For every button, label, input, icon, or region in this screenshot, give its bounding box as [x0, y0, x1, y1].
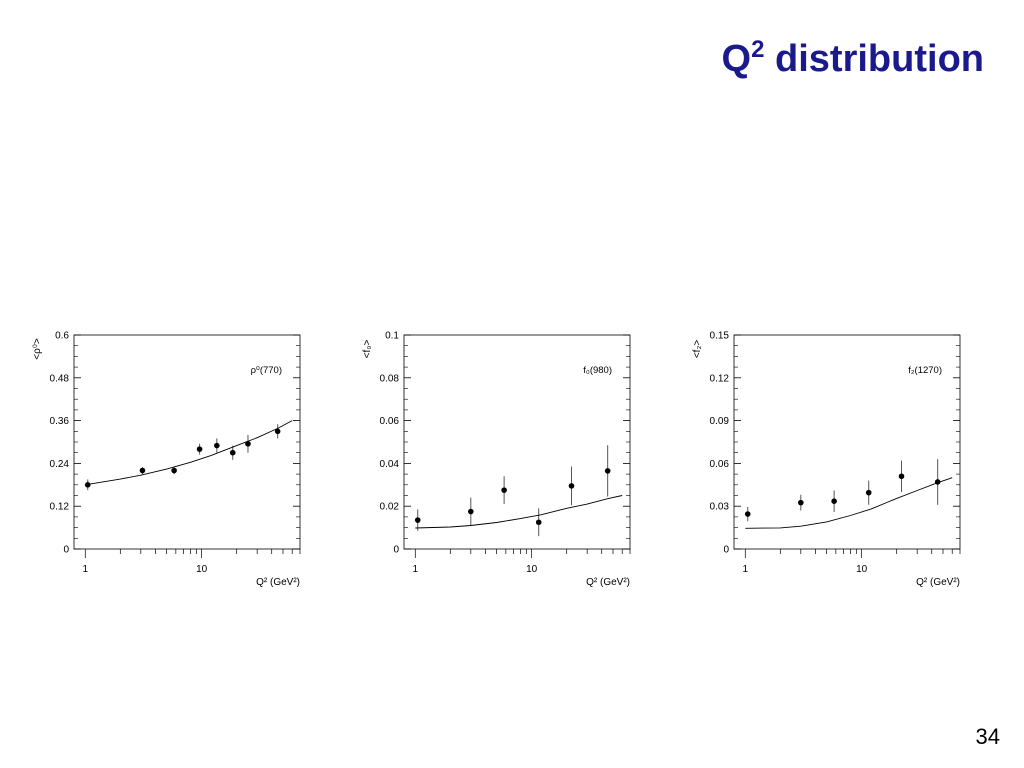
x-tick-label: 10	[856, 564, 868, 575]
y-tick-label: 0.12	[50, 502, 70, 513]
data-point	[414, 517, 421, 523]
data-point	[245, 440, 251, 447]
data-point	[865, 489, 872, 496]
title-text: distribution	[764, 38, 984, 80]
y-tick-label: 0	[63, 545, 69, 556]
y-axis-label: <f₂>	[692, 340, 703, 359]
panel-label: f₀(980)	[583, 365, 612, 376]
data-point	[274, 428, 281, 435]
data-point	[196, 446, 203, 452]
panel-label: f₂(1270)	[908, 365, 942, 376]
data-point	[535, 519, 542, 526]
data-point	[229, 449, 236, 456]
title-base: Q	[721, 38, 752, 80]
data-point	[214, 442, 220, 449]
data-point	[744, 511, 751, 517]
x-tick-label: 10	[526, 564, 538, 575]
y-tick-label: 0.12	[710, 373, 730, 384]
x-axis-label: Q² (GeV²)	[256, 577, 300, 588]
data-point	[604, 468, 611, 474]
y-tick-label: 0	[393, 545, 399, 556]
y-tick-label: 0.06	[380, 416, 400, 427]
x-axis-label: Q² (GeV²)	[916, 577, 960, 588]
data-point	[831, 498, 837, 505]
page-number: 34	[975, 724, 1000, 749]
x-tick-label: 1	[82, 564, 88, 575]
x-tick-label: 10	[196, 564, 208, 575]
slide-title: Q2 distribution	[721, 36, 984, 80]
f2-meson-chart: 0 0.03 0.06 0.09 0.12 0.15 1 10 Q² (GeV²) <f₂> f₂(…	[692, 331, 961, 588]
x-tick-label: 1	[412, 564, 418, 575]
y-tick-label: 0.06	[710, 459, 730, 470]
y-tick-label: 0.48	[50, 373, 70, 384]
y-axis-label: <ρ⁰>	[32, 338, 43, 360]
f0-meson-chart: 0 0.02 0.04 0.06 0.08 0.1 1 10 Q² (GeV²) <f₀> f₀(9…	[362, 331, 631, 588]
model-curve	[85, 420, 293, 486]
model-curve	[745, 477, 953, 529]
y-tick-label: 0.36	[50, 416, 70, 427]
data-point	[139, 467, 146, 474]
y-tick-label: 0	[723, 545, 729, 556]
y-tick-label: 0.04	[380, 459, 400, 470]
title-superscript: 2	[751, 36, 765, 63]
y-tick-label: 0.08	[380, 373, 400, 384]
data-point	[468, 508, 474, 515]
data-point	[798, 499, 804, 506]
y-tick-label: 0.15	[710, 331, 730, 342]
y-tick-label: 0.6	[55, 331, 69, 342]
y-tick-label: 0.02	[380, 502, 400, 513]
x-tick-label: 1	[742, 564, 748, 575]
y-tick-label: 0.1	[385, 331, 399, 342]
rho-meson-chart: 0 0.12 0.24 0.36 0.48 0.6 1 10 Q² (GeV²) <ρ⁰> ρ⁰(7…	[32, 331, 301, 588]
y-tick-label: 0.24	[50, 459, 70, 470]
data-point	[568, 483, 575, 489]
data-point	[501, 487, 507, 493]
y-tick-label: 0.03	[710, 502, 730, 513]
data-point	[898, 473, 905, 480]
panel-label: ρ⁰(770)	[251, 365, 282, 376]
model-curve	[415, 495, 623, 529]
x-axis-label: Q² (GeV²)	[586, 577, 630, 588]
y-axis-label: <f₀>	[362, 340, 373, 359]
data-point	[171, 467, 177, 474]
y-tick-label: 0.09	[710, 416, 730, 427]
